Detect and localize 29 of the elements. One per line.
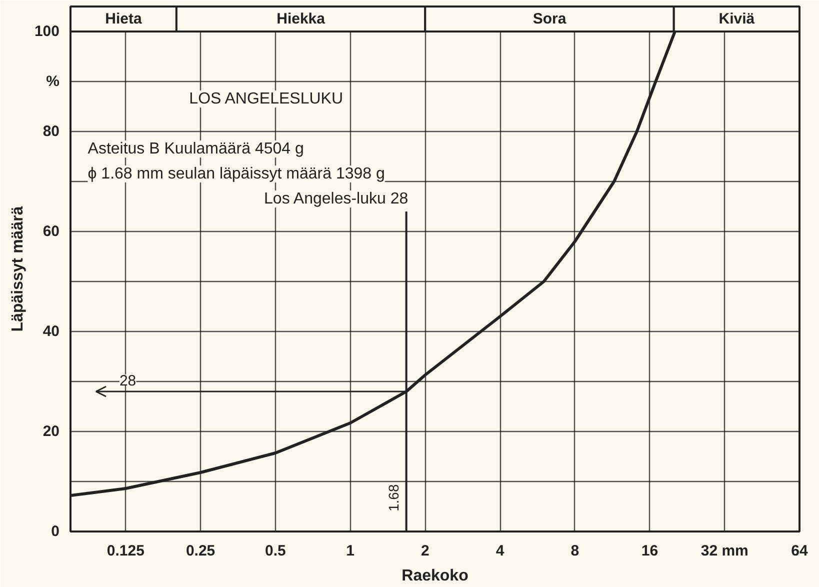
- x-tick-label: 4: [496, 542, 505, 560]
- x-tick-label: 2: [420, 542, 430, 560]
- x-tick-label: 32 mm: [700, 542, 748, 560]
- x-tick-label: 64: [791, 542, 808, 560]
- x-tick-label: 0.125: [106, 542, 144, 560]
- x-tick-label: 8: [570, 542, 580, 560]
- y-tick-label: %: [46, 73, 60, 90]
- annotation: LOS ANGELESLUKU: [189, 90, 344, 108]
- ref-line-label: 28: [119, 372, 136, 390]
- annotation: ϕ 1.68 mm seulan läpäissyt määrä 1398 g: [88, 166, 385, 182]
- y-tick-label: 20: [42, 423, 60, 440]
- y-tick-label: 40: [42, 323, 60, 340]
- band-label: Sora: [532, 10, 567, 28]
- x-tick-label: 16: [641, 542, 658, 560]
- annotation: Asteitus B Kuulamäärä 4504 g: [88, 140, 304, 158]
- ref-line-label: 1.68: [385, 484, 402, 512]
- x-tick-label: 0.5: [264, 542, 286, 560]
- band-label: Hieta: [105, 10, 142, 28]
- y-axis-title: Läpäissyt määrä: [9, 206, 26, 332]
- x-axis-title: Raekoko: [402, 568, 469, 584]
- band-label: Hiekka: [276, 10, 326, 28]
- y-tick-label: 100: [34, 23, 60, 40]
- annotation: Los Angeles-luku 28: [264, 190, 408, 208]
- band-label: Kiviä: [718, 10, 756, 28]
- x-tick-label: 1: [346, 542, 354, 560]
- x-tick-label: 0.25: [186, 542, 216, 560]
- y-tick-label: 0: [51, 523, 60, 540]
- y-tick-label: 80: [42, 123, 60, 140]
- y-tick-label: 60: [42, 223, 60, 240]
